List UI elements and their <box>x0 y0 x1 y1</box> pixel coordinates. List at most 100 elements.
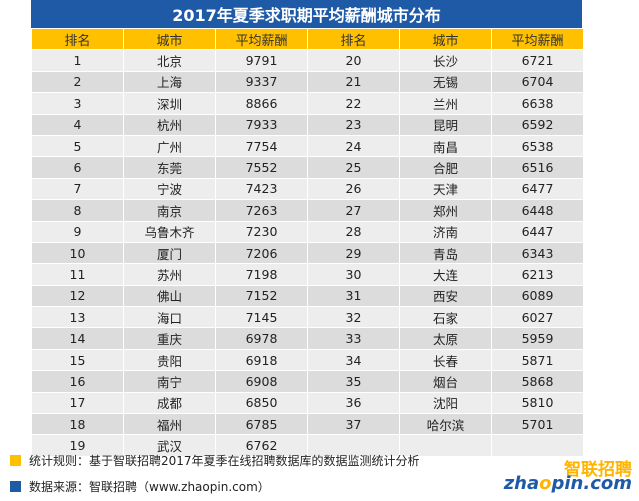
salary-cell: 6785 <box>215 413 308 436</box>
city-cell: 青岛 <box>399 241 492 265</box>
footer-source: 数据来源：智联招聘（www.zhaopin.com） <box>10 478 270 495</box>
table-body: 1 北京 9791 20 长沙 6721 2 上海 9337 21 无锡 6704 3 深圳 8866 22 兰… <box>31 49 584 457</box>
city-cell: 南昌 <box>399 134 492 158</box>
table-row: 4 杭州 7933 23 昆明 6592 <box>31 113 584 136</box>
city-cell: 广州 <box>123 134 216 158</box>
logo-en: zhaopin.com <box>503 473 632 494</box>
salary-cell: 7933 <box>215 113 308 136</box>
table-row: 16 南宁 6908 35 烟台 5868 <box>31 370 584 393</box>
rank-cell: 7 <box>31 177 124 201</box>
city-cell: 合肥 <box>399 156 492 179</box>
table-row: 18 福州 6785 37 哈尔滨 5701 <box>31 413 584 436</box>
city-cell: 厦门 <box>123 241 216 265</box>
city-cell: 海口 <box>123 306 216 329</box>
rank-cell: 31 <box>307 284 400 308</box>
rank-cell: 11 <box>31 263 124 286</box>
zhaopin-logo: 智联招聘 zhaopin.com <box>504 455 632 495</box>
city-cell: 乌鲁木齐 <box>123 220 216 243</box>
header-salary: 平均薪酬 <box>491 27 584 51</box>
rank-cell: 22 <box>307 92 400 115</box>
salary-cell: 7230 <box>215 220 308 243</box>
rank-cell: 8 <box>31 199 124 222</box>
rank-cell: 33 <box>307 327 400 350</box>
rank-cell: 5 <box>31 134 124 158</box>
rank-cell: 17 <box>31 391 124 415</box>
salary-cell: 5871 <box>491 348 584 372</box>
city-cell: 哈尔滨 <box>399 413 492 436</box>
salary-cell: 7552 <box>215 156 308 179</box>
city-cell: 佛山 <box>123 284 216 308</box>
header-city: 城市 <box>399 27 492 51</box>
rank-cell: 12 <box>31 284 124 308</box>
table-row: 19 武汉 6762 <box>31 434 584 457</box>
rank-cell: 2 <box>31 70 124 94</box>
rank-cell: 13 <box>31 306 124 329</box>
city-cell: 东莞 <box>123 156 216 179</box>
salary-cell: 7206 <box>215 241 308 265</box>
city-cell: 宁波 <box>123 177 216 201</box>
city-cell: 沈阳 <box>399 391 492 415</box>
rank-cell: 18 <box>31 413 124 436</box>
table-row: 5 广州 7754 24 南昌 6538 <box>31 134 584 158</box>
logo-cn: 智联招聘 <box>564 460 632 480</box>
rank-cell: 10 <box>31 241 124 265</box>
salary-cell: 5959 <box>491 327 584 350</box>
rank-cell: 29 <box>307 241 400 265</box>
city-cell: 深圳 <box>123 92 216 115</box>
city-cell: 苏州 <box>123 263 216 286</box>
city-cell: 北京 <box>123 49 216 72</box>
rank-cell: 28 <box>307 220 400 243</box>
footer-rule: 统计规则：基于智联招聘2017年夏季在线招聘数据库的数据监测统计分析 <box>10 452 420 469</box>
rank-cell: 23 <box>307 113 400 136</box>
table-row: 7 宁波 7423 26 天津 6477 <box>31 177 584 201</box>
salary-cell: 5701 <box>491 413 584 436</box>
rank-cell: 15 <box>31 348 124 372</box>
rank-cell: 37 <box>307 413 400 436</box>
rank-cell: 20 <box>307 49 400 72</box>
rank-cell: 30 <box>307 263 400 286</box>
table-title: 2017年夏季求职期平均薪酬城市分布 <box>31 0 582 28</box>
rank-cell: 25 <box>307 156 400 179</box>
city-cell <box>399 434 492 457</box>
table-row: 9 乌鲁木齐 7230 28 济南 6447 <box>31 220 584 243</box>
rank-cell: 1 <box>31 49 124 72</box>
salary-cell: 5810 <box>491 391 584 415</box>
city-cell: 上海 <box>123 70 216 94</box>
salary-cell: 6638 <box>491 92 584 115</box>
header-rank: 排名 <box>307 27 400 51</box>
city-cell: 杭州 <box>123 113 216 136</box>
rank-cell: 19 <box>31 434 124 457</box>
table-header-row: 排名 城市 平均薪酬 排名 城市 平均薪酬 <box>31 27 584 51</box>
city-cell: 西安 <box>399 284 492 308</box>
city-cell: 济南 <box>399 220 492 243</box>
salary-cell: 6721 <box>491 49 584 72</box>
table-row: 11 苏州 7198 30 大连 6213 <box>31 263 584 286</box>
city-cell: 成都 <box>123 391 216 415</box>
rank-cell: 26 <box>307 177 400 201</box>
salary-cell: 6447 <box>491 220 584 243</box>
table-row: 6 东莞 7552 25 合肥 6516 <box>31 156 584 179</box>
salary-cell: 7263 <box>215 199 308 222</box>
salary-cell: 7198 <box>215 263 308 286</box>
salary-cell: 6918 <box>215 348 308 372</box>
table-row: 12 佛山 7152 31 西安 6089 <box>31 284 584 308</box>
city-cell: 长春 <box>399 348 492 372</box>
rank-cell <box>307 434 400 457</box>
rank-cell: 3 <box>31 92 124 115</box>
city-cell: 南宁 <box>123 370 216 393</box>
rank-cell: 4 <box>31 113 124 136</box>
table-row: 1 北京 9791 20 长沙 6721 <box>31 49 584 72</box>
city-cell: 昆明 <box>399 113 492 136</box>
salary-cell: 6762 <box>215 434 308 457</box>
footer-source-text: 数据来源：智联招聘（www.zhaopin.com） <box>29 480 270 494</box>
salary-cell: 8866 <box>215 92 308 115</box>
city-cell: 无锡 <box>399 70 492 94</box>
salary-cell: 6704 <box>491 70 584 94</box>
salary-cell: 6850 <box>215 391 308 415</box>
table-row: 17 成都 6850 36 沈阳 5810 <box>31 391 584 415</box>
footer-rule-text: 统计规则：基于智联招聘2017年夏季在线招聘数据库的数据监测统计分析 <box>29 454 420 468</box>
city-cell: 大连 <box>399 263 492 286</box>
salary-cell: 6089 <box>491 284 584 308</box>
salary-cell: 6343 <box>491 241 584 265</box>
rank-cell: 14 <box>31 327 124 350</box>
